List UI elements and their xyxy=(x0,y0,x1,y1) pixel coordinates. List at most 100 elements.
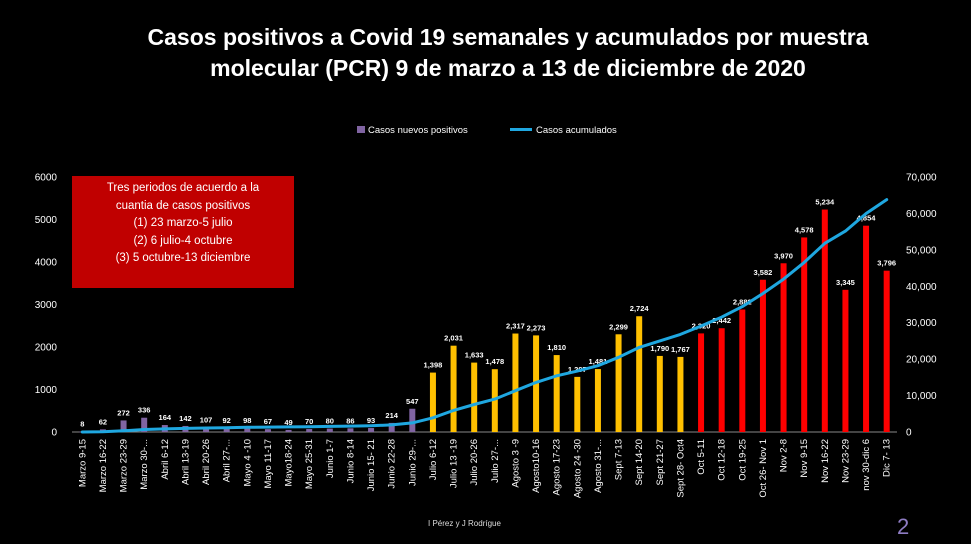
title-line-1: Casos positivos a Covid 19 semanales y a… xyxy=(147,24,869,50)
bar-value-label: 1,633 xyxy=(465,351,484,360)
x-tick-label: Abril 27-... xyxy=(222,439,233,482)
bar-value-label: 92 xyxy=(223,416,231,425)
bar-value-label: 80 xyxy=(326,417,334,426)
x-tick-label: Julio 20-26 xyxy=(469,439,480,485)
note-line-1: Tres periodos de acuerdo a la xyxy=(106,182,260,194)
right-tick-label: 50,000 xyxy=(906,245,937,256)
right-tick-label: 70,000 xyxy=(906,173,937,184)
x-tick-label: Marzo 23-29 xyxy=(119,439,130,492)
bar xyxy=(429,372,436,432)
author-credit: I Pérez y J Rodrígue xyxy=(428,519,501,528)
bar-value-label: 3,582 xyxy=(754,268,773,277)
bar-value-label: 142 xyxy=(179,414,192,423)
left-tick-label: 5000 xyxy=(35,215,58,226)
x-tick-label: Julio 27-... xyxy=(490,439,501,483)
bar-value-label: 8 xyxy=(80,420,84,429)
left-tick-label: 0 xyxy=(51,428,57,439)
periods-note: Tres periodos de acuerdo a la cuantia de… xyxy=(72,176,294,288)
bar-value-label: 2,442 xyxy=(712,316,731,325)
x-tick-label: Abril 6-12 xyxy=(160,439,171,480)
bar xyxy=(863,225,870,432)
bar xyxy=(326,428,333,432)
right-tick-label: 40,000 xyxy=(906,282,937,293)
bar xyxy=(718,328,725,432)
bar-value-label: 107 xyxy=(200,415,213,424)
note-line-3: (1) 23 marzo-5 julio xyxy=(133,217,233,229)
x-tick-label: Agosto 17-23 xyxy=(552,439,563,496)
bar xyxy=(471,362,478,432)
bar-value-label: 2,031 xyxy=(444,334,463,343)
bar-value-label: 272 xyxy=(117,408,130,417)
bar xyxy=(512,333,519,432)
x-tick-label: Oct 12-18 xyxy=(717,439,728,481)
bar-value-label: 2,299 xyxy=(609,322,628,331)
cumulative-line xyxy=(80,198,889,434)
legend-line-label: Casos acumulados xyxy=(536,125,617,136)
bar-value-label: 49 xyxy=(284,418,292,427)
bar-value-label: 70 xyxy=(305,417,313,426)
bar xyxy=(739,309,746,432)
x-tick-label: Nov 23-29 xyxy=(840,439,851,483)
x-tick-label: Junio 22-28 xyxy=(387,439,398,489)
x-tick-label: Mayo 25-31 xyxy=(304,439,315,489)
bar-value-label: 2,882 xyxy=(733,298,752,307)
bar xyxy=(615,334,622,432)
x-tick-label: Agosto 31-... xyxy=(593,439,604,493)
bar xyxy=(759,279,766,432)
right-axis: 0 10,000 20,000 30,000 40,000 50,000 60,000 70,… xyxy=(906,173,937,439)
bar-value-label: 5,234 xyxy=(815,198,835,207)
x-tick-label: Julio 13 -19 xyxy=(449,439,460,488)
x-tick-label: Sept 7-13 xyxy=(614,439,625,480)
bar-value-label: 86 xyxy=(346,416,354,425)
bar-value-label: 2,317 xyxy=(506,322,525,331)
x-tick-label: Oct 5-11 xyxy=(696,439,707,475)
bar xyxy=(409,408,416,432)
note-line-2: cuantia de casos positivos xyxy=(115,199,251,212)
bar xyxy=(677,356,684,432)
bar-labels: 8 62 272 336 164 142 107 92 98 67 49 70 80 86 93 214 547… xyxy=(80,198,896,429)
bar xyxy=(883,270,890,432)
x-tick-label: Oct 26- Nov 1 xyxy=(758,439,769,498)
x-tick-label: Abril 13-19 xyxy=(180,439,191,485)
legend-bar-swatch xyxy=(357,126,365,133)
note-line-5: (3) 5 octubre-13 diciembre xyxy=(115,252,251,264)
bar-value-label: 3,796 xyxy=(877,259,896,268)
right-tick-label: 30,000 xyxy=(906,318,937,329)
bar xyxy=(388,422,395,432)
legend: Casos nuevos positivos Casos acumulados xyxy=(357,125,617,136)
page-number: 2 xyxy=(897,514,910,539)
bar xyxy=(450,345,457,432)
x-tick-label: Sept 28- Oct4 xyxy=(675,439,686,498)
bar-value-label: 1,790 xyxy=(650,344,669,353)
note-line-4: (2) 6 julio-4 octubre xyxy=(133,234,233,247)
bar xyxy=(698,333,705,432)
bar xyxy=(574,376,581,432)
bar-value-label: 4,854 xyxy=(857,214,877,223)
left-tick-label: 6000 xyxy=(35,173,58,184)
chart-title: Casos positivos a Covid 19 semanales y a… xyxy=(0,22,971,84)
bar-value-label: 67 xyxy=(264,417,272,426)
x-tick-label: Sept 14-20 xyxy=(634,439,645,485)
bar xyxy=(203,427,210,432)
bar-value-label: 3,345 xyxy=(836,278,855,287)
x-tick-label: Sept 21-27 xyxy=(655,439,666,485)
right-tick-label: 20,000 xyxy=(906,355,937,366)
x-tick-label: Nov 2-8 xyxy=(779,439,790,472)
bar-value-label: 1,481 xyxy=(589,357,608,366)
bar xyxy=(264,429,271,432)
x-tick-label: Julio 6-12 xyxy=(428,439,439,480)
bar-value-label: 1,478 xyxy=(485,357,504,366)
bar-value-label: 1,297 xyxy=(568,365,587,374)
bar-value-label: 1,767 xyxy=(671,345,690,354)
x-axis-labels: Marzo 9-15 Marzo 16-22 Marzo 23-29 Marzo 30… xyxy=(77,439,892,498)
x-tick-label: Marzo 9-15 xyxy=(77,439,88,487)
x-tick-label: Agosto 3 -9 xyxy=(510,439,521,488)
right-tick-label: 60,000 xyxy=(906,209,937,220)
x-tick-label: Junio 29-... xyxy=(407,439,418,486)
bar-value-label: 2,273 xyxy=(527,323,546,332)
x-tick-label: Agosto 24 -30 xyxy=(572,439,583,498)
bar-value-label: 214 xyxy=(385,411,398,420)
left-tick-label: 4000 xyxy=(35,258,58,269)
bar-value-label: 3,970 xyxy=(774,251,793,260)
